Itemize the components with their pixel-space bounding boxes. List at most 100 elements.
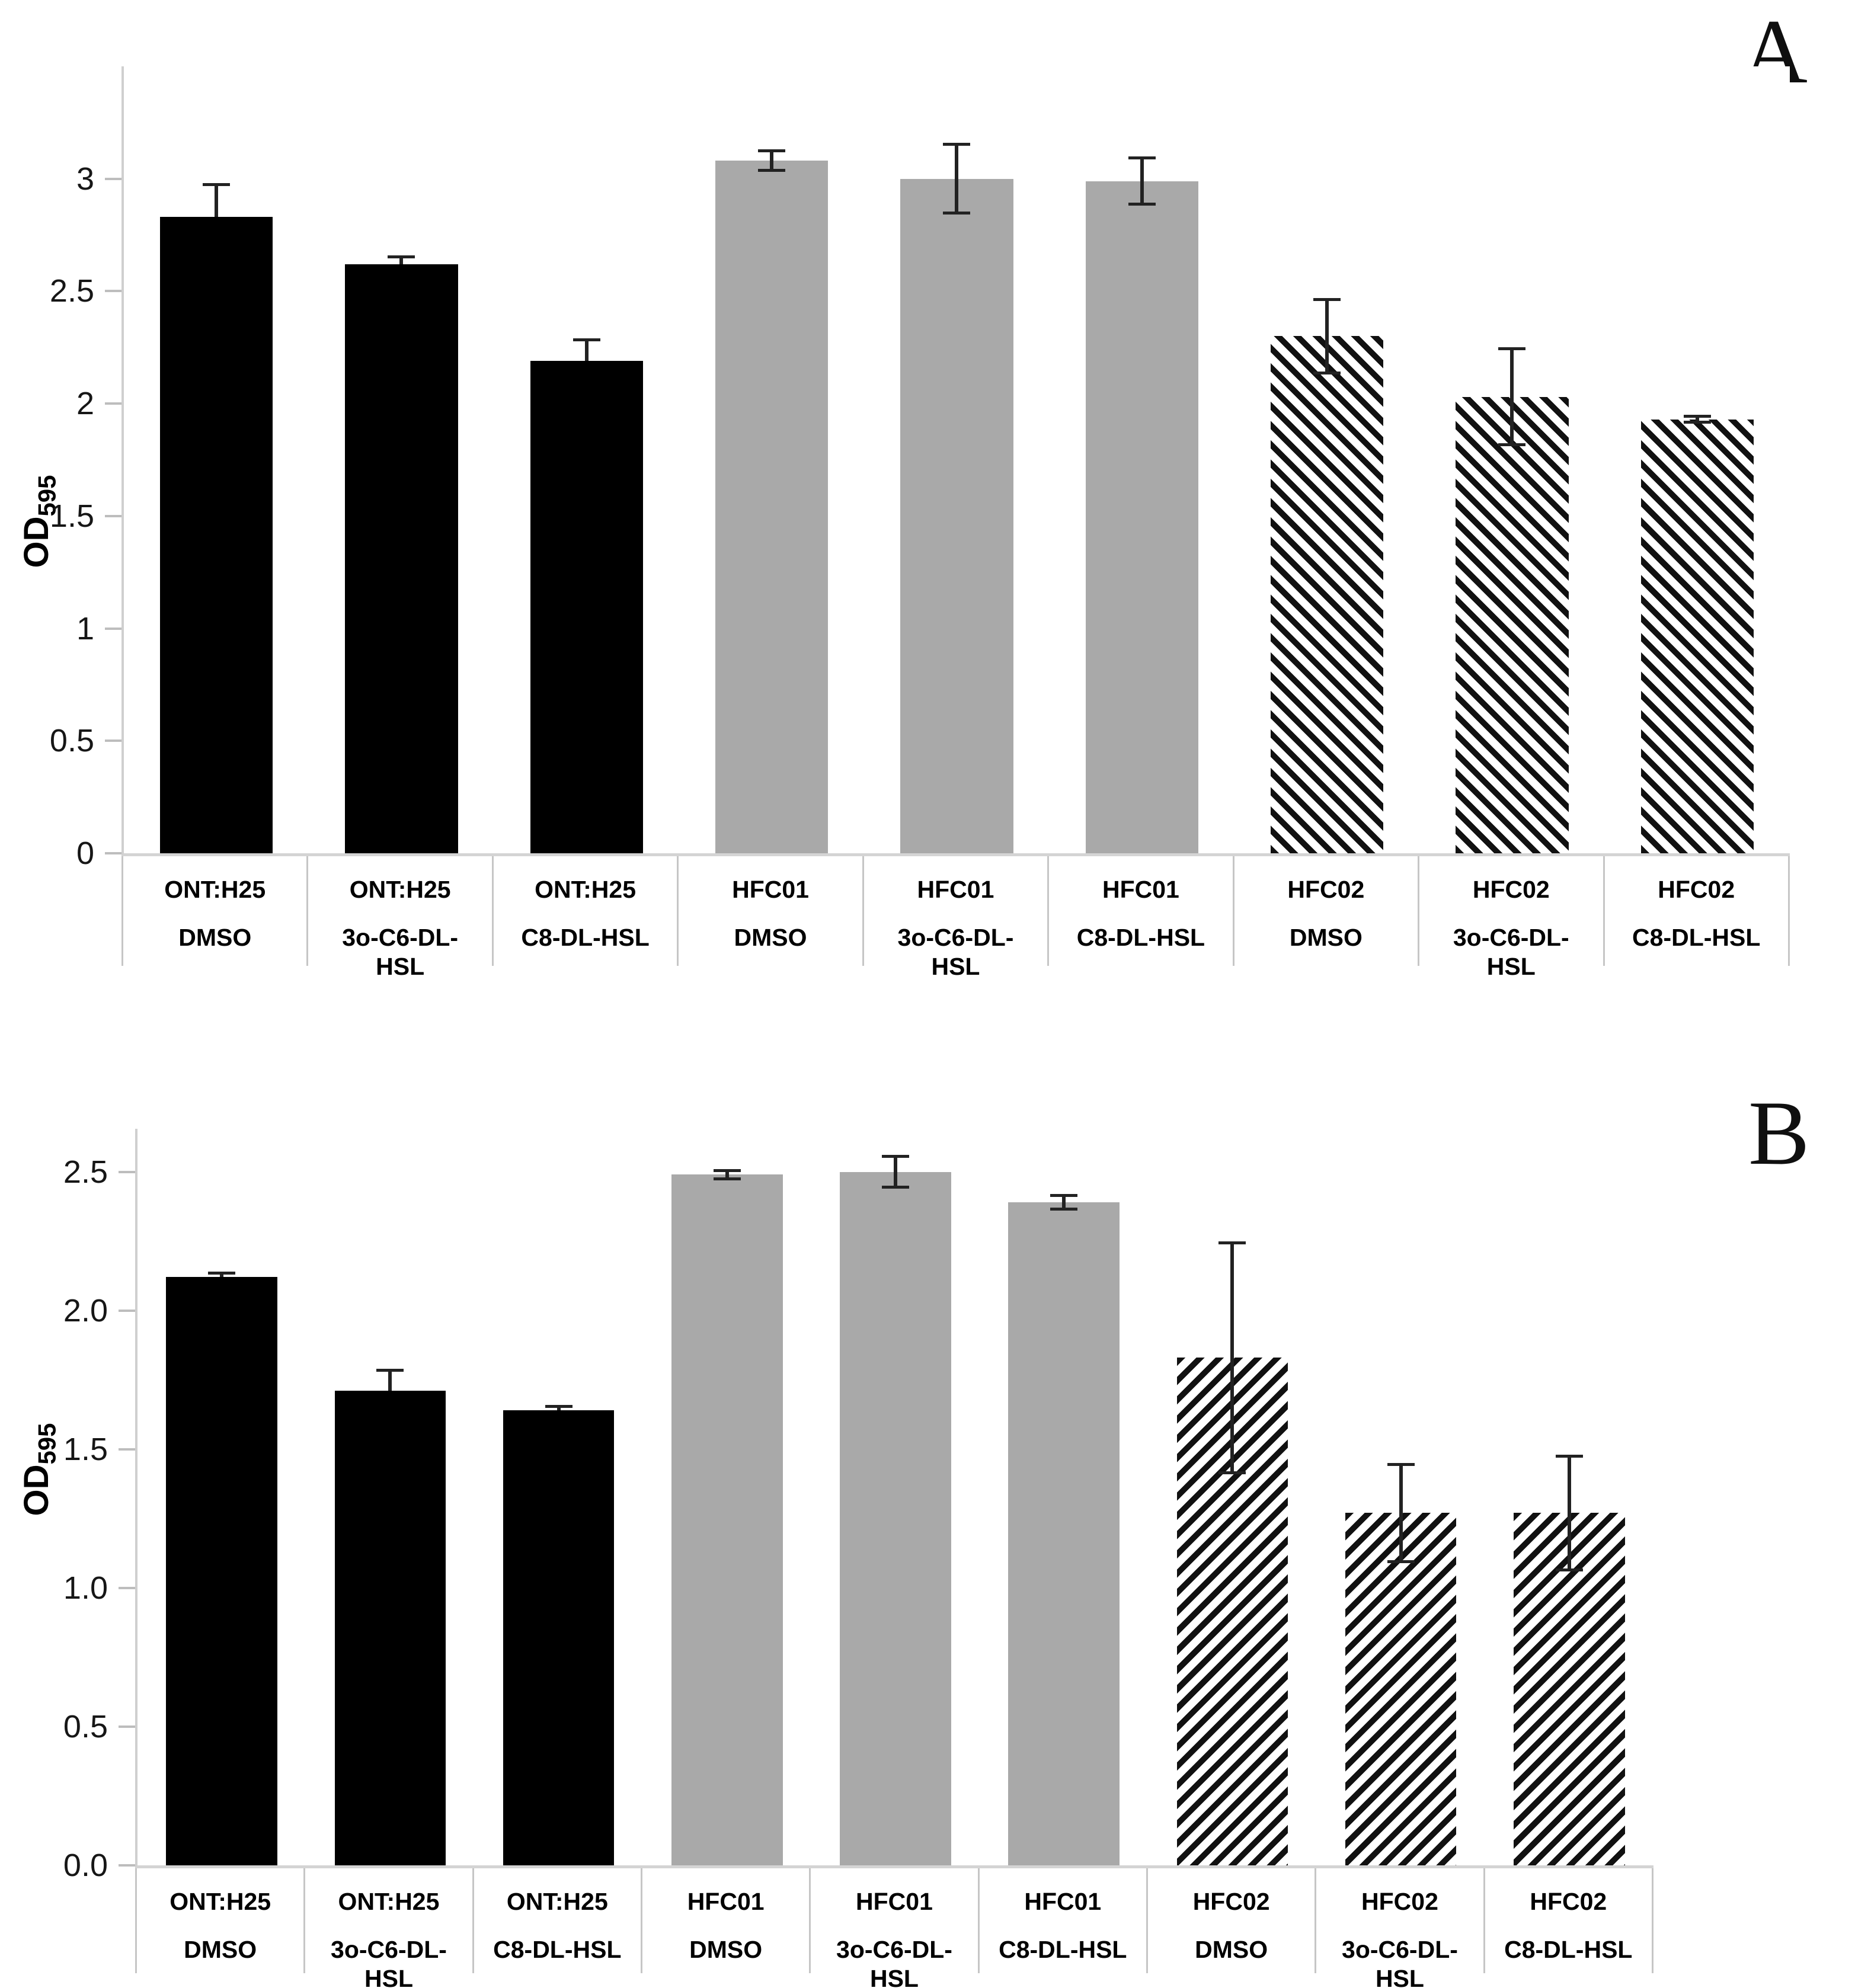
bar-slot	[1485, 1129, 1653, 1865]
y-tick-mark	[119, 1725, 135, 1728]
bar-HFC01-DMSO	[715, 161, 829, 853]
strain-label: HFC01	[687, 1888, 765, 1915]
y-tick-mark	[105, 852, 121, 854]
bar-slot	[1317, 1129, 1485, 1865]
bar-slot	[306, 1129, 474, 1865]
plot-area-a: 3 2.5 2 1.5 1 0.5 0	[50, 66, 1790, 869]
bar-slot	[137, 1129, 306, 1865]
strain-label: HFC02	[1287, 876, 1365, 903]
strain-label: HFC02	[1530, 1888, 1607, 1915]
treatment-label: C8-DL-HSL	[521, 924, 650, 952]
error-bar-cap-top	[943, 143, 971, 146]
bar-slot	[1050, 66, 1234, 853]
y-tick-mark	[119, 1309, 135, 1312]
error-bar-cap-top	[1555, 1455, 1583, 1458]
bar-ONT:H25-C8-DL-HSL	[530, 361, 644, 853]
y-tick-label: 2.5	[63, 1154, 108, 1190]
error-bar-cap-top	[208, 1272, 236, 1275]
strain-label: ONT:H25	[506, 1888, 608, 1915]
error-bar-cap-bottom	[881, 1185, 909, 1189]
y-tick-mark	[119, 1586, 135, 1589]
y-tick-label: 2	[76, 386, 94, 422]
bar-slot	[1419, 66, 1604, 853]
treatment-label: 3o-C6-DL-HSL	[1453, 924, 1569, 981]
y-tick-label: 3	[76, 161, 94, 197]
x-category-cell: HFC01 3o-C6-DL-HSL	[811, 1868, 980, 1988]
bar-HFC02-DMSO	[1270, 336, 1384, 853]
treatment-label: DMSO	[734, 924, 807, 952]
bar-HFC02-C8-DL-HSL	[1640, 419, 1754, 853]
bar-slot	[679, 66, 864, 853]
x-category-cell: ONT:H25 DMSO	[121, 856, 309, 966]
y-tick-mark	[105, 740, 121, 742]
x-category-cell: HFC02 C8-DL-HSL	[1605, 856, 1790, 966]
y-tick-label: 0.5	[49, 723, 94, 759]
x-category-cell: ONT:H25 C8-DL-HSL	[474, 1868, 642, 1973]
error-bar-cap-top	[713, 1169, 741, 1172]
error-bar	[955, 143, 959, 215]
error-bar	[1695, 415, 1699, 424]
bar-slot	[643, 1129, 811, 1865]
y-tick-mark	[105, 627, 121, 630]
strain-label: HFC01	[1024, 1888, 1102, 1915]
treatment-label: C8-DL-HSL	[999, 1936, 1127, 1964]
bar-HFC02-3o-C6-DL-HSL	[1345, 1513, 1457, 1865]
error-bar-cap-top	[758, 149, 786, 153]
error-bar-cap-bottom	[943, 212, 971, 215]
bar-ONT:H25-3o-C6-DL-HSL	[345, 264, 458, 853]
x-category-cell: HFC01 DMSO	[679, 856, 864, 966]
error-bar-cap-bottom	[1218, 1471, 1246, 1474]
bar-HFC01-C8-DL-HSL	[1008, 1202, 1120, 1865]
error-bar-cap-top	[1387, 1463, 1415, 1467]
error-bar-cap-top	[1498, 347, 1526, 351]
y-tick-mark	[105, 290, 121, 293]
y-tick-label: 0.5	[63, 1708, 108, 1744]
error-bar-cap-bottom	[713, 1177, 741, 1180]
x-category-cell: HFC01 DMSO	[642, 1868, 811, 1973]
y-axis-title-b: OD595	[16, 1381, 61, 1558]
treatment-label: C8-DL-HSL	[1632, 924, 1761, 952]
strain-label: ONT:H25	[338, 1888, 440, 1915]
error-bar-cap-bottom	[1683, 421, 1711, 424]
bar-slot	[980, 1129, 1148, 1865]
strain-label: HFC01	[917, 876, 994, 903]
x-category-cell: HFC02 3o-C6-DL-HSL	[1316, 1868, 1485, 1988]
y-tick-label: 1.0	[63, 1570, 108, 1606]
treatment-label: 3o-C6-DL-HSL	[836, 1936, 952, 1988]
x-category-cell: ONT:H25 DMSO	[135, 1868, 306, 1973]
error-bar-cap-top	[1683, 415, 1711, 418]
x-category-cell: HFC02 3o-C6-DL-HSL	[1419, 856, 1605, 980]
x-category-cell: ONT:H25 3o-C6-DL-HSL	[308, 856, 494, 980]
error-bar-cap-top	[1218, 1241, 1246, 1244]
error-bar	[770, 149, 774, 172]
y-tick-mark	[105, 177, 121, 180]
bar-ONT:H25-DMSO	[166, 1277, 277, 1865]
treatment-label: 3o-C6-DL-HSL	[342, 924, 459, 981]
strain-label: ONT:H25	[164, 876, 266, 903]
error-bar	[584, 338, 589, 361]
error-bar-cap-bottom	[1313, 371, 1341, 374]
y-tick-mark	[119, 1864, 135, 1867]
strain-label: ONT:H25	[169, 1888, 271, 1915]
error-bar	[1325, 297, 1329, 374]
y-tick-label: 2.5	[49, 273, 94, 309]
error-bar-cap-top	[1050, 1194, 1078, 1198]
error-bar-cap-bottom	[1498, 443, 1526, 447]
error-bar-cap-top	[1128, 156, 1156, 159]
x-category-cell: HFC02 C8-DL-HSL	[1485, 1868, 1653, 1973]
y-tick-mark	[105, 402, 121, 405]
error-bar-cap-bottom	[758, 169, 786, 172]
bar-ONT:H25-3o-C6-DL-HSL	[334, 1391, 446, 1865]
bar-HFC01-C8-DL-HSL	[1085, 181, 1199, 853]
treatment-label: DMSO	[689, 1936, 763, 1964]
bar-slot	[494, 66, 679, 853]
strain-label: HFC01	[732, 876, 809, 903]
treatment-label: DMSO	[184, 1936, 257, 1964]
bar-slot	[811, 1129, 980, 1865]
x-category-cell: HFC01 C8-DL-HSL	[1049, 856, 1234, 966]
error-bar-cap-top	[388, 255, 415, 258]
treatment-label: C8-DL-HSL	[1076, 924, 1205, 952]
treatment-label: DMSO	[178, 924, 252, 952]
error-bar-cap-bottom	[1387, 1560, 1415, 1563]
